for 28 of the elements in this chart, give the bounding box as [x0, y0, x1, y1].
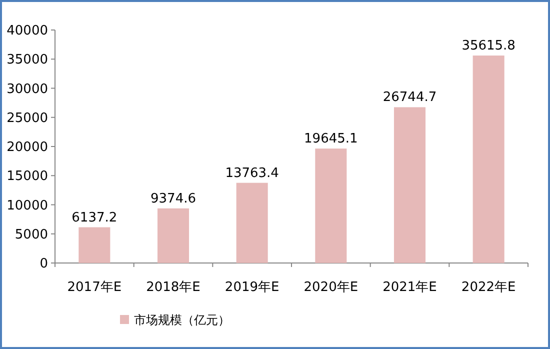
legend-label: 市场规模（亿元） — [134, 313, 230, 327]
y-tick-label: 20000 — [6, 140, 48, 155]
x-tick-label: 2018年E — [146, 280, 200, 295]
y-tick-label: 25000 — [6, 110, 48, 126]
y-tick-label: 5000 — [14, 227, 48, 242]
y-tick-label: 30000 — [6, 82, 48, 97]
y-tick-label: 0 — [40, 256, 48, 272]
bar — [78, 227, 110, 263]
bar — [394, 107, 426, 263]
bar — [472, 56, 504, 263]
x-tick-label: 2021年E — [382, 280, 437, 295]
bar — [315, 148, 347, 263]
y-tick-label: 15000 — [6, 169, 48, 184]
x-tick-label: 2019年E — [224, 280, 280, 295]
x-tick-label: 2020年E — [304, 280, 358, 295]
bar — [157, 208, 190, 263]
y-tick-label: 40000 — [6, 24, 48, 38]
data-label: 19645.1 — [304, 132, 358, 147]
data-label: 6137.2 — [72, 210, 118, 226]
data-label: 26744.7 — [382, 90, 437, 106]
bar — [236, 182, 268, 263]
x-tick-label: 2022年E — [461, 280, 516, 295]
y-tick-label: 35000 — [6, 52, 48, 68]
data-label: 35615.8 — [462, 38, 516, 54]
x-tick-label: 2017年E — [67, 280, 122, 295]
data-label: 13763.4 — [225, 166, 279, 181]
data-label: 9374.6 — [150, 191, 196, 206]
y-tick-label: 10000 — [6, 198, 48, 214]
